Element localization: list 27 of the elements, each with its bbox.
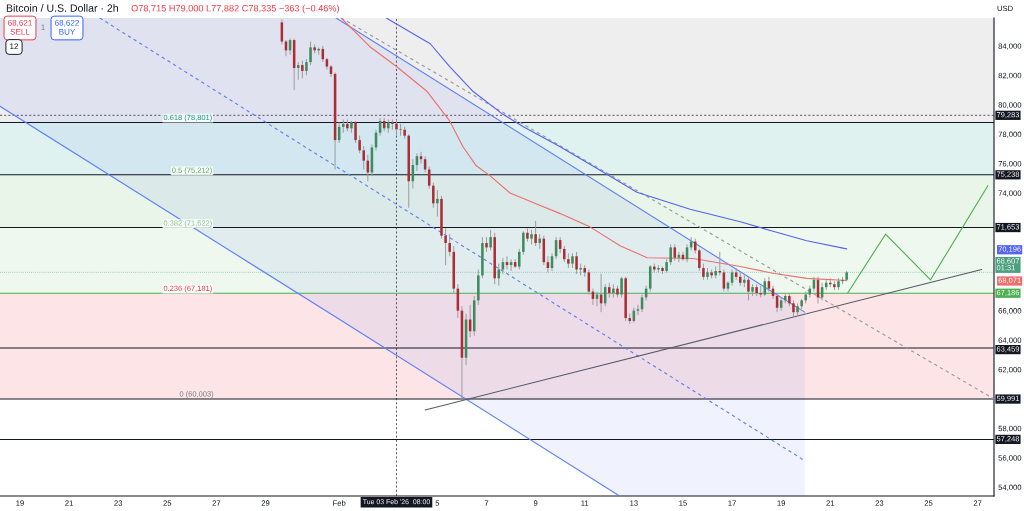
line-series: [385, 18, 848, 250]
candlestick: [354, 120, 357, 144]
candlestick: [448, 233, 451, 257]
candlestick: [444, 227, 447, 266]
candlestick: [522, 230, 525, 256]
candlestick: [309, 41, 312, 66]
candlestick: [669, 244, 672, 266]
chart-subtitle: O78,715 H79,000 L77,882 C78,335 −363 (−0.46%): [131, 4, 340, 14]
candlestick: [436, 189, 439, 218]
candlestick: [517, 248, 521, 270]
candlestick: [575, 251, 578, 275]
annotation: 68,622 BUY: [55, 19, 79, 35]
candlestick: [432, 182, 435, 209]
chart-title: Bitcoin / U.S. Dollar · 2h: [6, 4, 118, 12]
annotation: 68,621 SELL: [8, 19, 32, 35]
candlestick: [620, 276, 623, 298]
candlestick: [362, 145, 365, 170]
candlestick: [747, 276, 750, 301]
annotation: 1: [41, 24, 45, 31]
candlestick: [399, 123, 402, 137]
candlestick: [698, 248, 701, 272]
candlestick: [489, 229, 492, 251]
candlestick: [534, 220, 537, 247]
line-series: [340, 18, 848, 282]
candlestick: [636, 304, 640, 316]
candlestick: [391, 118, 394, 131]
annotation: 12: [10, 43, 19, 50]
